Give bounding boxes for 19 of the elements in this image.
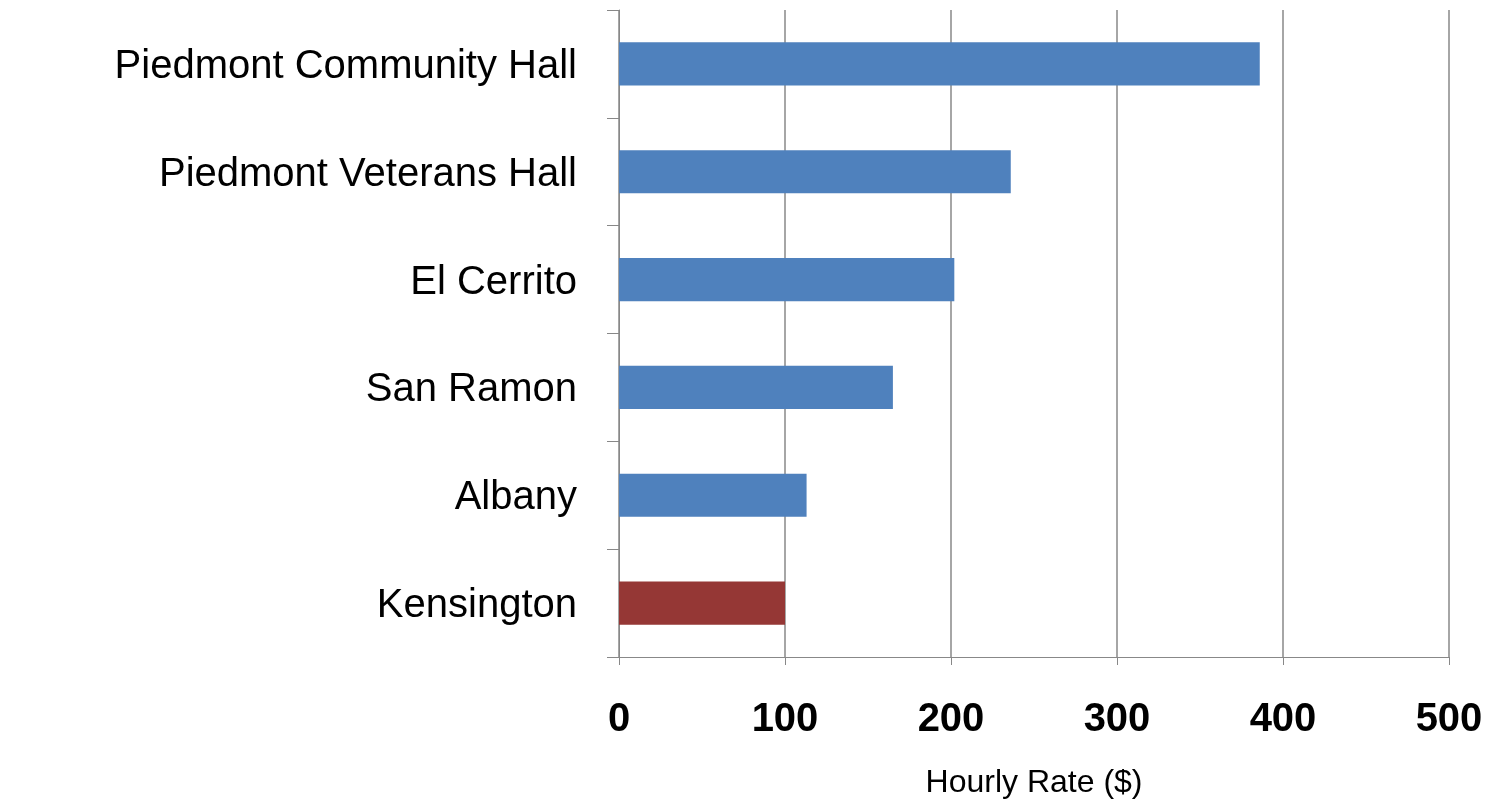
- bar: [619, 42, 1260, 86]
- bar: [619, 581, 785, 625]
- x-tick-label: 100: [751, 695, 819, 739]
- y-tick-label: El Cerrito: [410, 257, 577, 302]
- x-tick-label: 500: [1415, 695, 1483, 739]
- x-tick-label: 300: [1083, 695, 1151, 739]
- x-tick-label: 0: [607, 695, 631, 739]
- y-tick-label: Piedmont Community Hall: [114, 41, 577, 86]
- bar: [619, 473, 807, 517]
- y-tick-label: Piedmont Veterans Hall: [158, 149, 577, 194]
- x-axis-title: Hourly Rate ($): [925, 763, 1143, 799]
- y-tick-label: Kensington: [376, 581, 577, 626]
- bar: [619, 365, 893, 409]
- bar: [619, 150, 1011, 194]
- y-tick-label: San Ramon: [365, 365, 577, 410]
- y-tick-label: Albany: [454, 473, 577, 518]
- bar: [619, 258, 955, 302]
- x-tick-label: 400: [1249, 695, 1317, 739]
- x-tick-label: 200: [917, 695, 985, 739]
